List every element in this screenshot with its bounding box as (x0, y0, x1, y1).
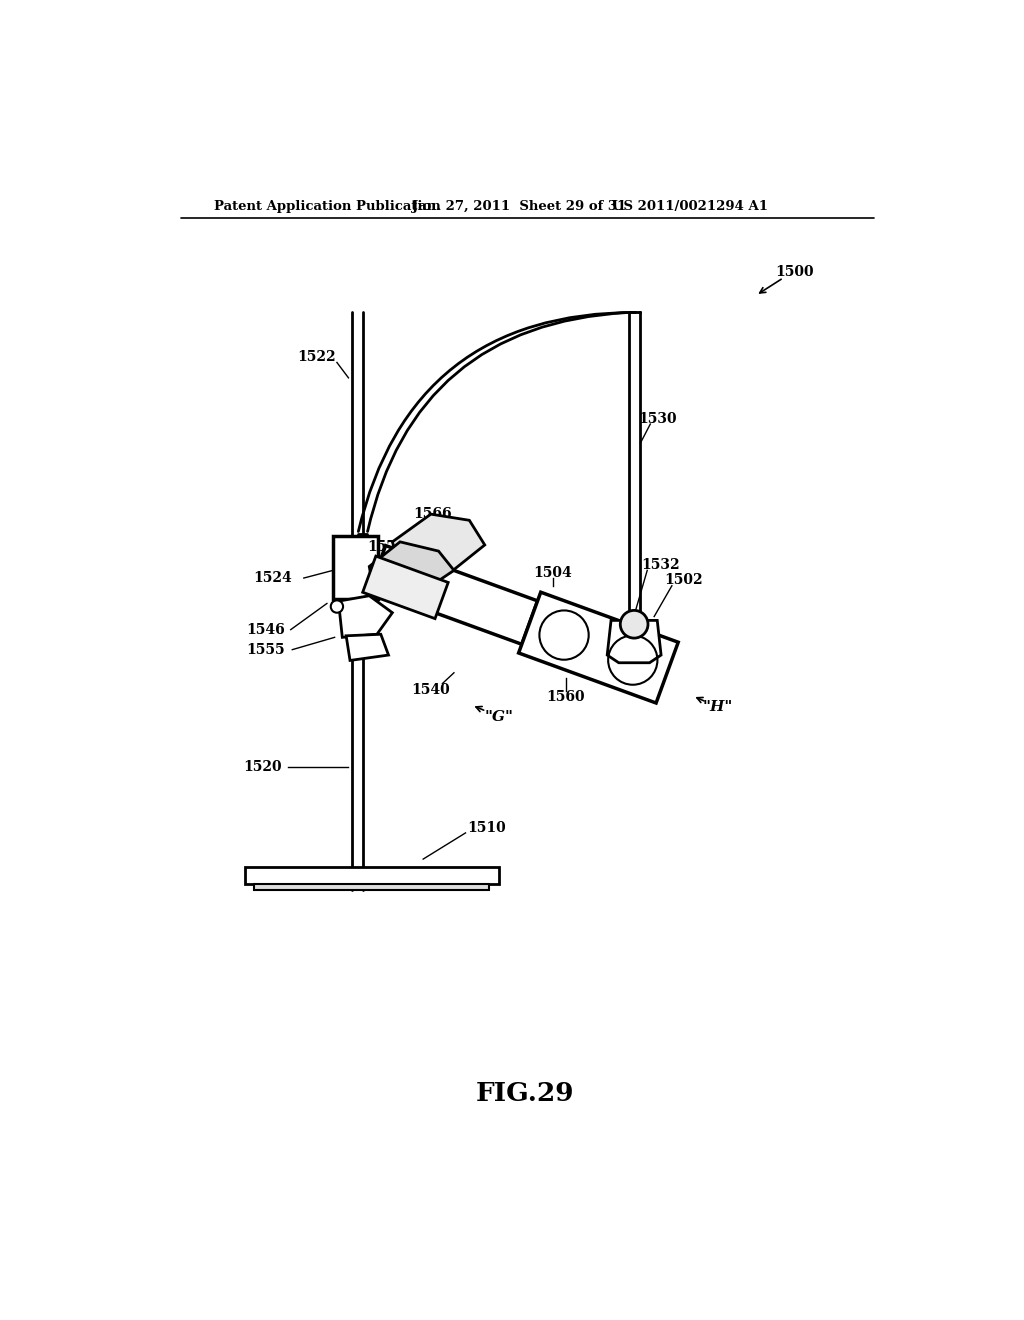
Text: "H": "H" (702, 700, 732, 714)
Text: FIG.29: FIG.29 (475, 1081, 574, 1106)
Text: 1502: 1502 (665, 573, 702, 587)
Text: 1522: 1522 (298, 350, 336, 364)
Bar (245, 867, 499, 884)
Text: 1524: 1524 (254, 572, 293, 585)
Text: 1504: 1504 (534, 566, 571, 579)
Text: 1566: 1566 (413, 507, 452, 521)
Text: "G": "G" (484, 710, 513, 723)
Polygon shape (370, 543, 454, 591)
Polygon shape (607, 620, 662, 663)
Text: 1560: 1560 (546, 690, 585, 705)
Text: 1575: 1575 (367, 540, 406, 554)
Text: US 2011/0021294 A1: US 2011/0021294 A1 (611, 199, 768, 213)
Polygon shape (518, 593, 678, 704)
Circle shape (331, 601, 343, 612)
Text: 1510: 1510 (467, 821, 506, 836)
Polygon shape (346, 635, 388, 660)
Text: 1500: 1500 (775, 265, 814, 280)
Text: 1540: 1540 (412, 682, 451, 697)
Text: Jan. 27, 2011  Sheet 29 of 31: Jan. 27, 2011 Sheet 29 of 31 (412, 199, 626, 213)
Text: Patent Application Publication: Patent Application Publication (214, 199, 440, 213)
Text: 1546: 1546 (246, 623, 285, 636)
Bar (254, 884, 489, 890)
Polygon shape (370, 545, 538, 644)
Bar (333, 536, 378, 599)
Polygon shape (339, 595, 392, 638)
Text: 1555: 1555 (246, 643, 285, 656)
Circle shape (621, 610, 648, 638)
Polygon shape (392, 515, 484, 573)
Text: 1530: 1530 (639, 412, 677, 425)
Polygon shape (362, 556, 449, 619)
Text: 1520: 1520 (244, 760, 283, 774)
Text: 1532: 1532 (641, 558, 680, 572)
